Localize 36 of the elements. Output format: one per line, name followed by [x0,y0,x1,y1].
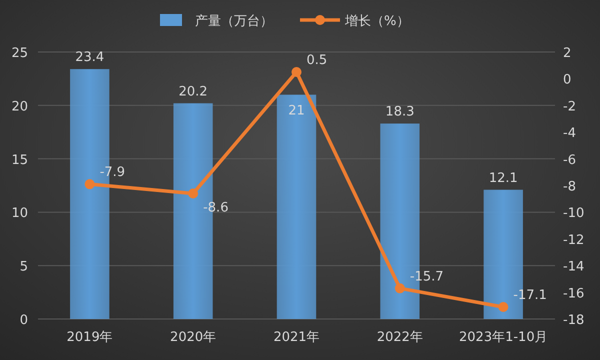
data-label: 23.4 [75,50,104,66]
data-label: 20.2 [178,84,208,100]
y2-tick-label: 0 [563,72,572,88]
legend-label: 产量（万台） [195,14,273,29]
y2-tick-label: -8 [563,180,576,194]
x-tick-label: 2020年 [170,330,216,345]
y-tick-label: 15 [11,152,28,168]
data-label: 18.3 [385,104,414,120]
y2-tick-label: -4 [563,126,576,142]
y2-tick-label: -12 [563,232,584,248]
y2-tick-label: -10 [563,206,584,222]
bar [276,94,316,319]
y2-tick-label: -14 [563,260,584,275]
data-label: 0.5 [306,53,328,68]
data-label: 12.1 [488,170,518,186]
point [394,283,405,294]
data-label: 21 [288,104,305,119]
x-tick-label: 2023年1-10月 [459,330,548,345]
point [188,188,198,199]
x-tick-label: 2019年 [66,330,113,345]
y2-tick-label: -2 [563,99,576,114]
point [498,302,508,312]
y-tick-label: 25 [11,46,28,61]
point [292,67,302,78]
y-tick-label: 10 [11,206,28,222]
point [84,179,95,190]
x-tick-label: 2022年 [376,330,423,345]
y2-tick-label: -16 [563,286,584,302]
x-tick-label: 2021年 [273,330,320,345]
y-tick-label: 20 [11,99,28,114]
y-tick-label: 5 [20,260,28,275]
y2-tick-label: -6 [563,152,576,168]
y2-tick-label: 2 [563,46,572,61]
legend-label: 增长（%） [344,14,410,29]
y-tick-label: 0 [20,313,28,328]
y2-tick-label: -18 [563,313,584,328]
